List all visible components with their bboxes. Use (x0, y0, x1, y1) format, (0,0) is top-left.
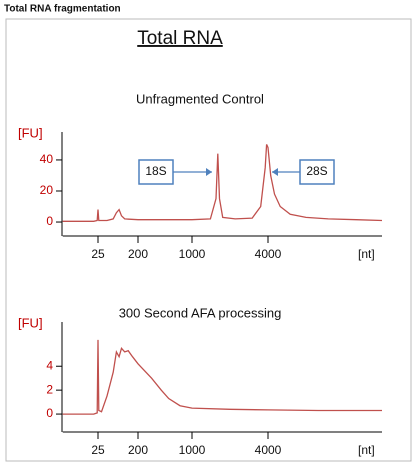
y-axis-label: [FU] (18, 125, 43, 140)
arrow-head (206, 168, 212, 176)
chart-title: 300 Second AFA processing (119, 305, 282, 320)
x-tick-label: 200 (128, 443, 148, 457)
trace (62, 339, 382, 415)
x-tick-label: 1000 (179, 443, 206, 457)
trace (62, 144, 383, 222)
x-axis-label: [nt] (358, 443, 375, 457)
annotation: 18S (145, 164, 166, 178)
x-tick-label: 25 (91, 247, 105, 261)
y-tick-label: 0 (46, 214, 53, 228)
y-tick-label: 0 (46, 406, 53, 420)
arrow-head (272, 168, 278, 176)
y-tick-label: 2 (46, 382, 53, 396)
header-title: Total RNA fragmentation (4, 4, 121, 15)
y-tick-label: 40 (40, 152, 54, 166)
y-axis-label: [FU] (18, 315, 43, 330)
annotation: 28S (306, 164, 327, 178)
x-tick-label: 1000 (179, 247, 206, 261)
annotation-box (299, 159, 335, 185)
y-tick-label: 20 (40, 183, 54, 197)
y-tick-label: 4 (46, 358, 53, 372)
frame (5, 18, 412, 462)
chart-title: Unfragmented Control (136, 91, 264, 106)
x-tick-label: 200 (128, 247, 148, 261)
x-tick-label: 4000 (255, 247, 282, 261)
figure-title: Total RNA (137, 28, 223, 49)
x-axis-label: [nt] (358, 247, 375, 261)
x-tick-label: 25 (91, 443, 105, 457)
x-tick-label: 4000 (255, 443, 282, 457)
